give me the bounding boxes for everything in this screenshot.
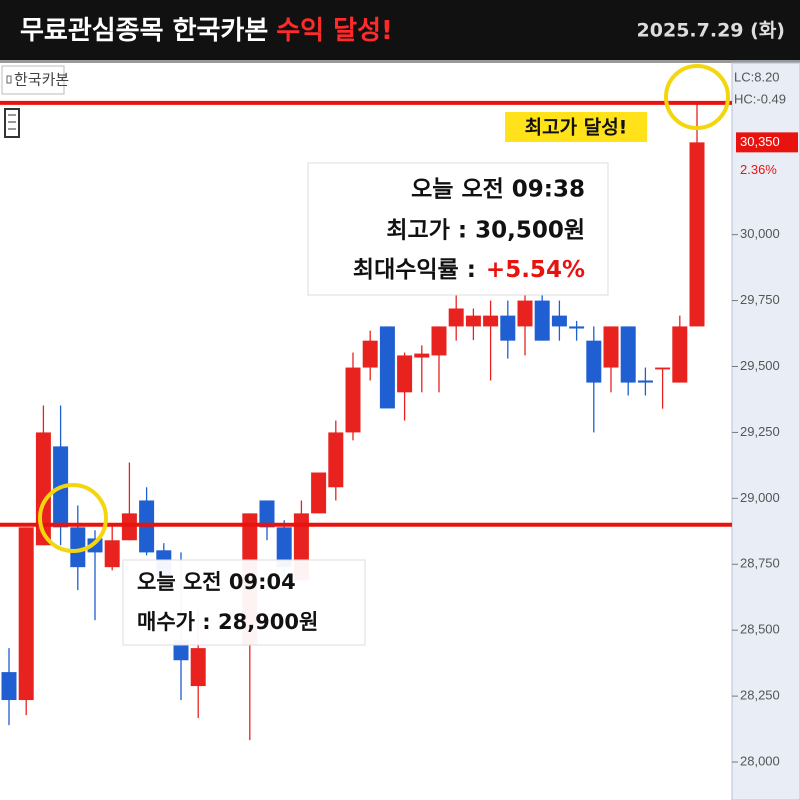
candle-body: [483, 315, 499, 327]
yield-label: 최대수익률 :: [353, 257, 476, 283]
candle-body: [328, 432, 344, 488]
y-tick-label: 29,750: [740, 292, 780, 307]
candle-body: [637, 380, 653, 383]
candle-body: [448, 308, 464, 327]
high-badge: 최고가 달성!: [525, 117, 628, 139]
candle-body: [655, 367, 671, 370]
y-tick-label: 29,250: [740, 424, 780, 439]
candle-body: [104, 540, 120, 568]
header-bar: [0, 0, 800, 60]
y-tick-label: 29,000: [740, 490, 780, 505]
candle-body: [397, 355, 413, 393]
candle-body: [311, 472, 327, 514]
candle-body: [431, 326, 447, 356]
buy-circle: [38, 483, 108, 553]
high-box-line: 오늘 오전 09:38: [411, 177, 585, 203]
y-tick-label: 28,000: [740, 753, 780, 768]
price-axis-panel: [731, 62, 800, 800]
yield-value: +5.54%: [486, 257, 585, 283]
candle-body: [672, 326, 688, 383]
buy-box: [122, 559, 366, 646]
candle-body: [345, 367, 361, 433]
candle-body: [190, 648, 206, 687]
divider: [0, 60, 800, 63]
candle-body: [500, 315, 516, 341]
header-date: 2025.7.29 (화): [637, 20, 785, 42]
candle-body: [689, 142, 705, 327]
last-price-box: [736, 132, 798, 153]
candle-body: [70, 527, 86, 568]
candle-body: [87, 538, 103, 553]
title-text: 무료관심종목 한국카본: [20, 16, 268, 46]
last-price-label: 30,350: [740, 134, 780, 149]
candle-body: [534, 300, 550, 341]
buy-box-line: 오늘 오전 09:04: [137, 570, 296, 594]
high-circle: [664, 64, 730, 130]
candle-body: [1, 672, 17, 701]
change-label: 2.36%: [740, 162, 777, 177]
label-icon: [6, 75, 12, 84]
candle-body: [603, 326, 619, 368]
high-box: [307, 162, 609, 296]
candle-body: [259, 500, 275, 528]
candle-body: [121, 513, 137, 541]
candle-body: [276, 527, 292, 568]
candle-body: [569, 326, 585, 329]
candle-body: [18, 527, 34, 701]
candle-body: [586, 340, 602, 383]
candle-body: [551, 315, 567, 327]
y-tick-label: 28,250: [740, 688, 780, 703]
stock-label-box: [1, 65, 65, 95]
candle-body: [414, 353, 430, 358]
high-box-yield: 최대수익률 : +5.54%: [353, 257, 585, 283]
buy-box-line: 매수가 : 28,900원: [137, 610, 318, 634]
y-tick-label: 29,500: [740, 358, 780, 373]
candle-body: [379, 326, 395, 409]
badge-highlight: [505, 112, 647, 142]
candle-body: [620, 326, 636, 383]
overlay: 최고가 달성! 오늘 오전 09:38 최고가 : 30,500원 최대수익률 …: [38, 64, 730, 646]
header-title: 무료관심종목 한국카본 수익 달성!: [20, 16, 393, 46]
y-tick-label: 28,500: [740, 622, 780, 637]
indicator: HC:-0.49: [734, 91, 786, 106]
high-box-line: 최고가 : 30,500원: [386, 218, 585, 244]
candle-body: [517, 300, 533, 327]
candle-body: [465, 315, 481, 327]
stock-label: 한국카본: [14, 71, 69, 89]
candle-body: [362, 340, 378, 368]
calculator-icon: [4, 108, 20, 138]
indicator: LC:8.20: [734, 69, 780, 84]
title-highlight: 수익 달성!: [276, 16, 393, 46]
y-tick-label: 30,000: [740, 226, 780, 241]
y-tick-label: 28,750: [740, 556, 780, 571]
